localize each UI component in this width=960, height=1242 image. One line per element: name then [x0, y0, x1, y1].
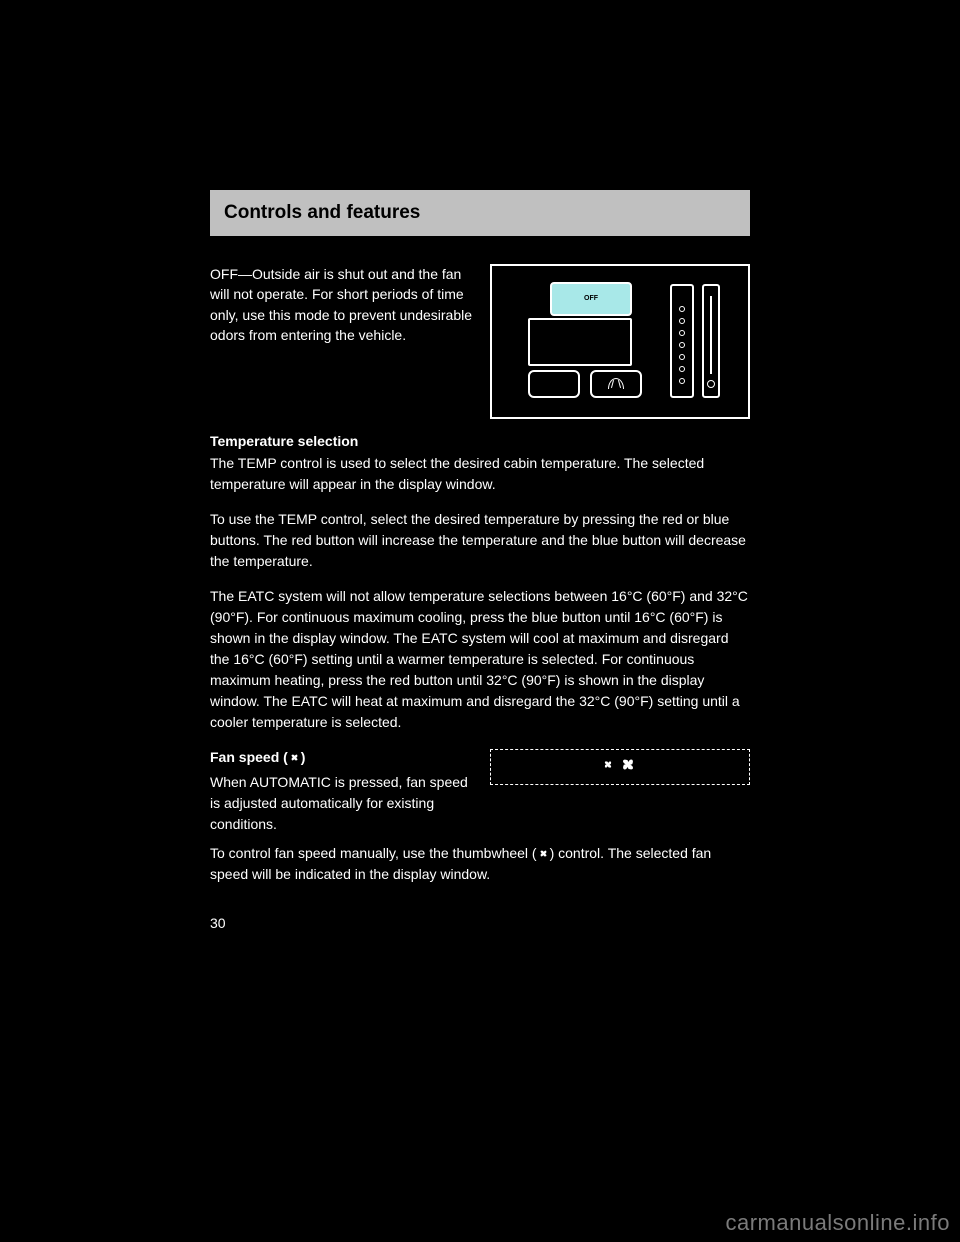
fan-display-diagram — [490, 749, 750, 785]
panel-button-left — [528, 370, 580, 398]
thumbwheel-dots — [679, 306, 685, 384]
fan-icon-inline — [537, 845, 550, 861]
panel-outline: OFF — [492, 278, 738, 406]
fan-icon — [288, 749, 301, 765]
fan-text-col: Fan speed () When AUTOMATIC is pressed, … — [210, 747, 472, 843]
display-screen — [528, 318, 632, 366]
defrost-icon — [608, 378, 624, 389]
header-bar: Controls and features — [210, 190, 750, 236]
off-section-row: OFF—Outside air is shut out and the fan … — [210, 264, 750, 419]
page: Controls and features OFF—Outside air is… — [0, 0, 960, 1242]
off-button: OFF — [550, 282, 632, 316]
panel-button-right — [590, 370, 642, 398]
thermometer-bulb — [707, 380, 715, 388]
fan-section-title: Fan speed () — [210, 747, 472, 768]
temp-paragraph-3: The EATC system will not allow temperatu… — [210, 586, 750, 733]
climate-panel-diagram: OFF — [490, 264, 750, 419]
fan-paragraph-1: When AUTOMATIC is pressed, fan speed is … — [210, 772, 472, 835]
thermometer-line — [710, 296, 712, 374]
page-number: 30 — [210, 915, 750, 931]
fan-paragraph-2: To control fan speed manually, use the t… — [210, 843, 750, 885]
temp-scale — [702, 284, 720, 398]
fan-icons-group — [601, 754, 639, 781]
temp-paragraph-1: The TEMP control is used to select the d… — [210, 453, 750, 495]
fan-icon-small — [601, 758, 615, 777]
fan-title-before: Fan speed ( — [210, 749, 288, 765]
off-section-text: OFF—Outside air is shut out and the fan … — [210, 264, 472, 419]
fan-thumbwheel — [670, 284, 694, 398]
fan-section-row: Fan speed () When AUTOMATIC is pressed, … — [210, 747, 750, 843]
fan-p2-before: To control fan speed manually, use the t… — [210, 845, 537, 861]
temp-paragraph-2: To use the TEMP control, select the desi… — [210, 509, 750, 572]
page-title: Controls and features — [224, 202, 420, 223]
fan-icon-large — [617, 754, 639, 781]
fan-title-after: ) — [301, 749, 306, 765]
temp-section-title: Temperature selection — [210, 433, 750, 449]
watermark: carmanualsonline.info — [725, 1210, 950, 1236]
off-diagram-col: OFF — [490, 264, 750, 419]
